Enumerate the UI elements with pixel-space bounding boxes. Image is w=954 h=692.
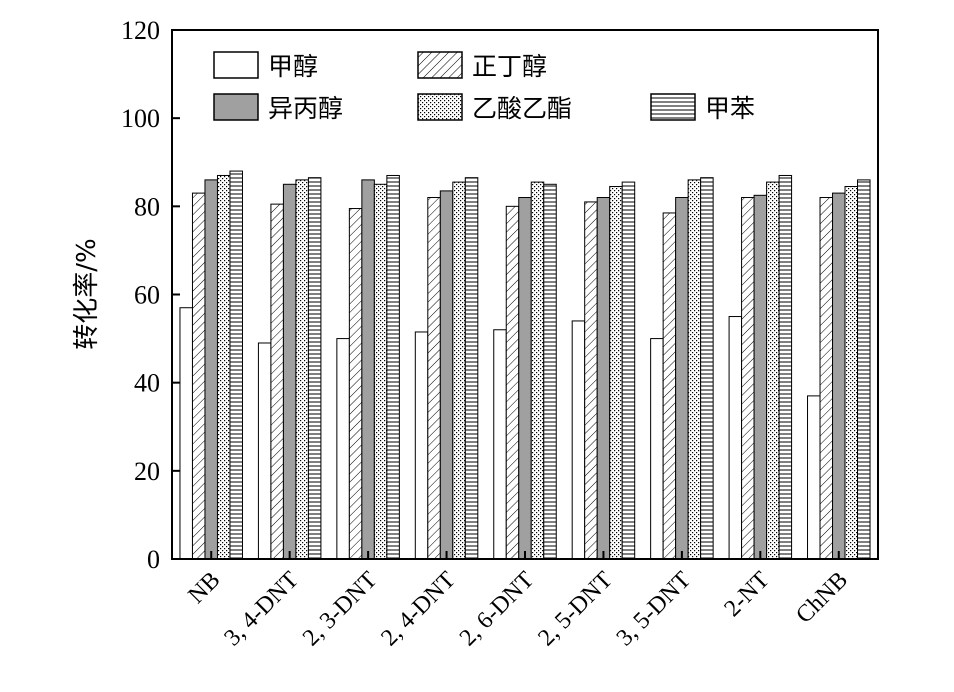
bar-异丙醇-2-NT (753, 194, 768, 560)
bar-甲苯-ChNB (857, 179, 871, 560)
bar-甲苯-NB (229, 170, 243, 560)
bar-甲苯-2, 4-DNT (464, 177, 479, 560)
bar-乙酸乙酯-3, 5-DNT (687, 179, 702, 560)
bar-乙酸乙酯-2, 6-DNT (530, 181, 545, 560)
bar-乙酸乙酯-ChNB (844, 185, 859, 560)
bar-异丙醇-2, 3-DNT (361, 179, 375, 560)
legend-label: 异丙醇 (268, 94, 343, 123)
legend-label: 乙酸乙酯 (472, 94, 572, 123)
y-tick-label: 40 (134, 369, 160, 398)
legend-label: 甲醇 (268, 52, 318, 81)
bar-甲醇-2, 5-DNT (571, 320, 586, 560)
bar-异丙醇-3, 5-DNT (675, 197, 689, 560)
bar-甲醇-2-NT (728, 316, 743, 560)
y-tick-label: 60 (134, 281, 160, 310)
bar-甲苯-2, 6-DNT (543, 183, 557, 560)
y-axis: 0 20 40 60 80 100 120 (121, 16, 180, 574)
bar-甲醇-ChNB (807, 395, 821, 560)
bar-乙酸乙酯-2-NT (766, 181, 780, 560)
legend-swatch (213, 51, 259, 79)
legend-swatch (417, 51, 463, 79)
y-tick-label: 20 (134, 457, 160, 486)
bar-异丙醇-NB (204, 179, 218, 560)
bar-甲醇-2, 3-DNT (336, 338, 350, 560)
x-tick-label: 3, 5-DNT (612, 567, 697, 652)
bar-乙酸乙酯-2, 4-DNT (452, 181, 466, 560)
bar-甲醇-2, 6-DNT (493, 329, 507, 560)
bars-layer (179, 170, 871, 560)
x-tick-label: 2, 4-DNT (376, 567, 461, 652)
x-tick-label: 2, 6-DNT (455, 567, 540, 652)
x-tick-label: 3, 4-DNT (220, 567, 305, 652)
bar-异丙醇-3, 4-DNT (282, 183, 297, 560)
bar-正丁醇-3, 5-DNT (662, 212, 677, 560)
y-tick-label: 0 (147, 545, 160, 574)
legend-swatch (650, 93, 696, 121)
bar-甲苯-3, 5-DNT (700, 177, 714, 560)
legend-label: 正丁醇 (472, 52, 547, 81)
bar-正丁醇-2, 3-DNT (348, 208, 363, 560)
bar-异丙醇-2, 4-DNT (439, 190, 454, 560)
bar-正丁醇-2, 6-DNT (505, 205, 520, 560)
y-tick-label: 120 (121, 16, 160, 45)
legend-label: 甲苯 (705, 94, 755, 123)
bar-正丁醇-2, 5-DNT (584, 201, 598, 560)
y-tick-label: 80 (134, 192, 160, 221)
bar-甲苯-3, 4-DNT (307, 177, 322, 560)
bar-甲醇-NB (179, 307, 193, 560)
legend-swatch (213, 93, 259, 121)
bar-甲醇-3, 5-DNT (650, 338, 664, 560)
bar-异丙醇-2, 5-DNT (596, 197, 611, 560)
y-tick-label: 100 (121, 104, 160, 133)
bar-乙酸乙酯-2, 3-DNT (373, 183, 388, 560)
bar-乙酸乙酯-3, 4-DNT (295, 179, 309, 560)
y-axis-title: 转化率/% (72, 238, 102, 349)
bar-正丁醇-ChNB (819, 197, 834, 560)
x-tick-label: ChNB (791, 567, 853, 629)
bar-甲苯-2, 3-DNT (386, 174, 400, 560)
x-tick-label: 2, 3-DNT (298, 567, 383, 652)
x-tick-label: NB (184, 567, 226, 609)
x-tick-label: 2, 5-DNT (533, 567, 618, 652)
bar-乙酸乙酯-NB (216, 174, 231, 560)
bar-甲苯-2-NT (778, 174, 793, 560)
bar-乙酸乙酯-2, 5-DNT (609, 185, 623, 560)
bar-正丁醇-2-NT (741, 197, 755, 560)
bar-甲苯-2, 5-DNT (621, 181, 636, 560)
bar-异丙醇-2, 6-DNT (518, 197, 532, 560)
bar-正丁醇-2, 4-DNT (427, 197, 441, 560)
bar-甲醇-2, 4-DNT (414, 331, 429, 560)
bar-正丁醇-3, 4-DNT (270, 203, 284, 560)
bar-正丁醇-NB (191, 192, 206, 560)
bar-甲醇-3, 4-DNT (257, 342, 272, 560)
bar-异丙醇-ChNB (832, 192, 846, 560)
x-tick-label: 2-NT (719, 567, 774, 622)
legend-swatch (417, 93, 463, 121)
